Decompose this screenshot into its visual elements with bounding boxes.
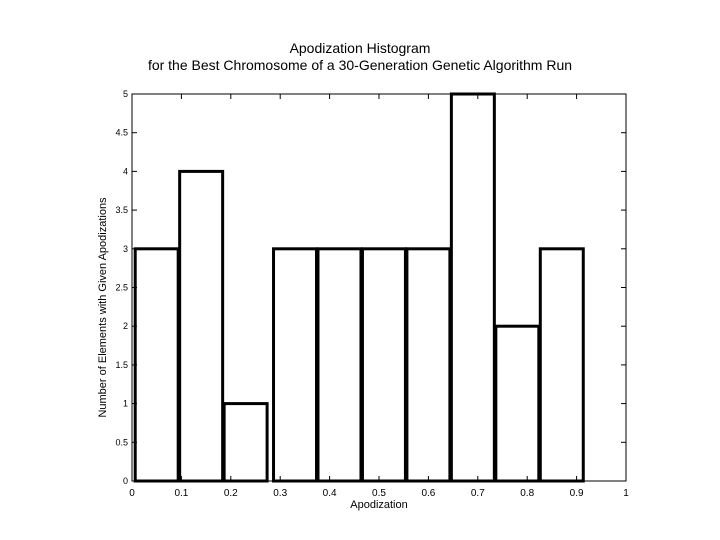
y-axis-label: Number of Elements with Given Apodizatio… xyxy=(97,197,109,418)
x-tick-label-8: 0.8 xyxy=(520,488,534,499)
x-tick-label-4: 0.4 xyxy=(323,488,337,499)
y-tick-label-0: 0 xyxy=(123,476,128,486)
x-axis-label: Apodization xyxy=(350,499,408,511)
histogram-bar-2 xyxy=(178,169,225,483)
y-tick-label-1: 0.5 xyxy=(115,437,128,447)
histogram-bar-1 xyxy=(133,247,180,483)
histogram-bar-4 xyxy=(272,247,319,483)
histogram-bar-8 xyxy=(449,92,496,483)
x-tick-label-3: 0.3 xyxy=(273,488,287,499)
y-tick-label-9: 4.5 xyxy=(115,128,128,138)
x-tick-label-0: 0 xyxy=(129,488,135,499)
x-tick-label-7: 0.7 xyxy=(471,488,485,499)
histogram-bar-9 xyxy=(494,324,541,483)
x-tick-label-5: 0.5 xyxy=(372,488,386,499)
y-tick-label-2: 1 xyxy=(123,399,128,409)
y-tick-label-8: 4 xyxy=(123,166,128,176)
histogram-bar-7 xyxy=(405,247,452,483)
y-tick-label-4: 2 xyxy=(123,321,128,331)
y-tick-label-3: 1.5 xyxy=(115,360,128,370)
x-tick-label-6: 0.6 xyxy=(421,488,435,499)
y-tick-label-6: 3 xyxy=(123,244,128,254)
x-tick-label-2: 0.2 xyxy=(224,488,238,499)
y-tick-label-7: 3.5 xyxy=(115,205,128,215)
x-tick-label-9: 0.9 xyxy=(570,488,584,499)
histogram-bar-3 xyxy=(222,402,269,483)
histogram-bar-6 xyxy=(360,247,407,483)
chart-title: Apodization Histogram xyxy=(289,40,431,56)
x-tick-label-1: 0.1 xyxy=(174,488,188,499)
y-tick-label-10: 5 xyxy=(123,89,128,99)
x-tick-label-10: 1 xyxy=(623,488,629,499)
histogram-bar-10 xyxy=(538,247,585,483)
bars-layer xyxy=(133,92,585,483)
chart-subtitle: for the Best Chromosome of a 30-Generati… xyxy=(147,57,573,73)
ticks-layer: 0 0.1 0.2 0.3 0.4 0.5 0.6 0.7 0.8 0.9 1 0 0.5 1 1.5 2 2.… xyxy=(115,89,629,499)
histogram-bar-5 xyxy=(316,247,363,483)
y-tick-label-5: 2.5 xyxy=(115,283,128,293)
